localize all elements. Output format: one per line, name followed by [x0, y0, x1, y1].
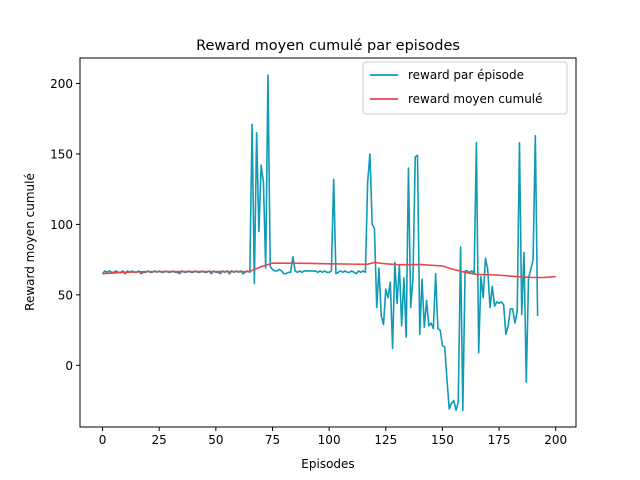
chart-title: Reward moyen cumulé par episodes [196, 38, 460, 54]
legend-label-reward-per-episode: reward par épisode [408, 68, 524, 82]
y-tick-label: 50 [58, 288, 73, 302]
axes: 0 25 50 75 100 125 150 175 200 0 50 100 150 200 [50, 57, 577, 447]
legend: reward par épisode reward moyen cumulé [362, 61, 568, 115]
x-axis-label: Episodes [301, 457, 354, 471]
x-tick-label: 200 [544, 433, 567, 447]
x-tick-label: 125 [374, 433, 397, 447]
x-tick-label: 0 [99, 433, 107, 447]
x-tick-label: 75 [265, 433, 280, 447]
y-tick-label: 0 [65, 359, 73, 373]
x-tick-label: 50 [208, 433, 223, 447]
x-tick-label: 175 [488, 433, 511, 447]
legend-label-cumulative-mean-reward: reward moyen cumulé [408, 92, 543, 106]
y-tick-label: 150 [50, 147, 73, 161]
y-axis-label: Reward moyen cumulé [23, 173, 37, 311]
axes-frame [79, 57, 577, 428]
y-tick-label: 200 [50, 77, 73, 91]
x-tick-label: 100 [318, 433, 341, 447]
series-line-1 [102, 261, 556, 279]
plot-area [101, 74, 556, 412]
y-tick-label: 100 [50, 218, 73, 232]
x-tick-label: 25 [152, 433, 167, 447]
legend-box [362, 61, 568, 115]
x-tick-label: 150 [431, 433, 454, 447]
